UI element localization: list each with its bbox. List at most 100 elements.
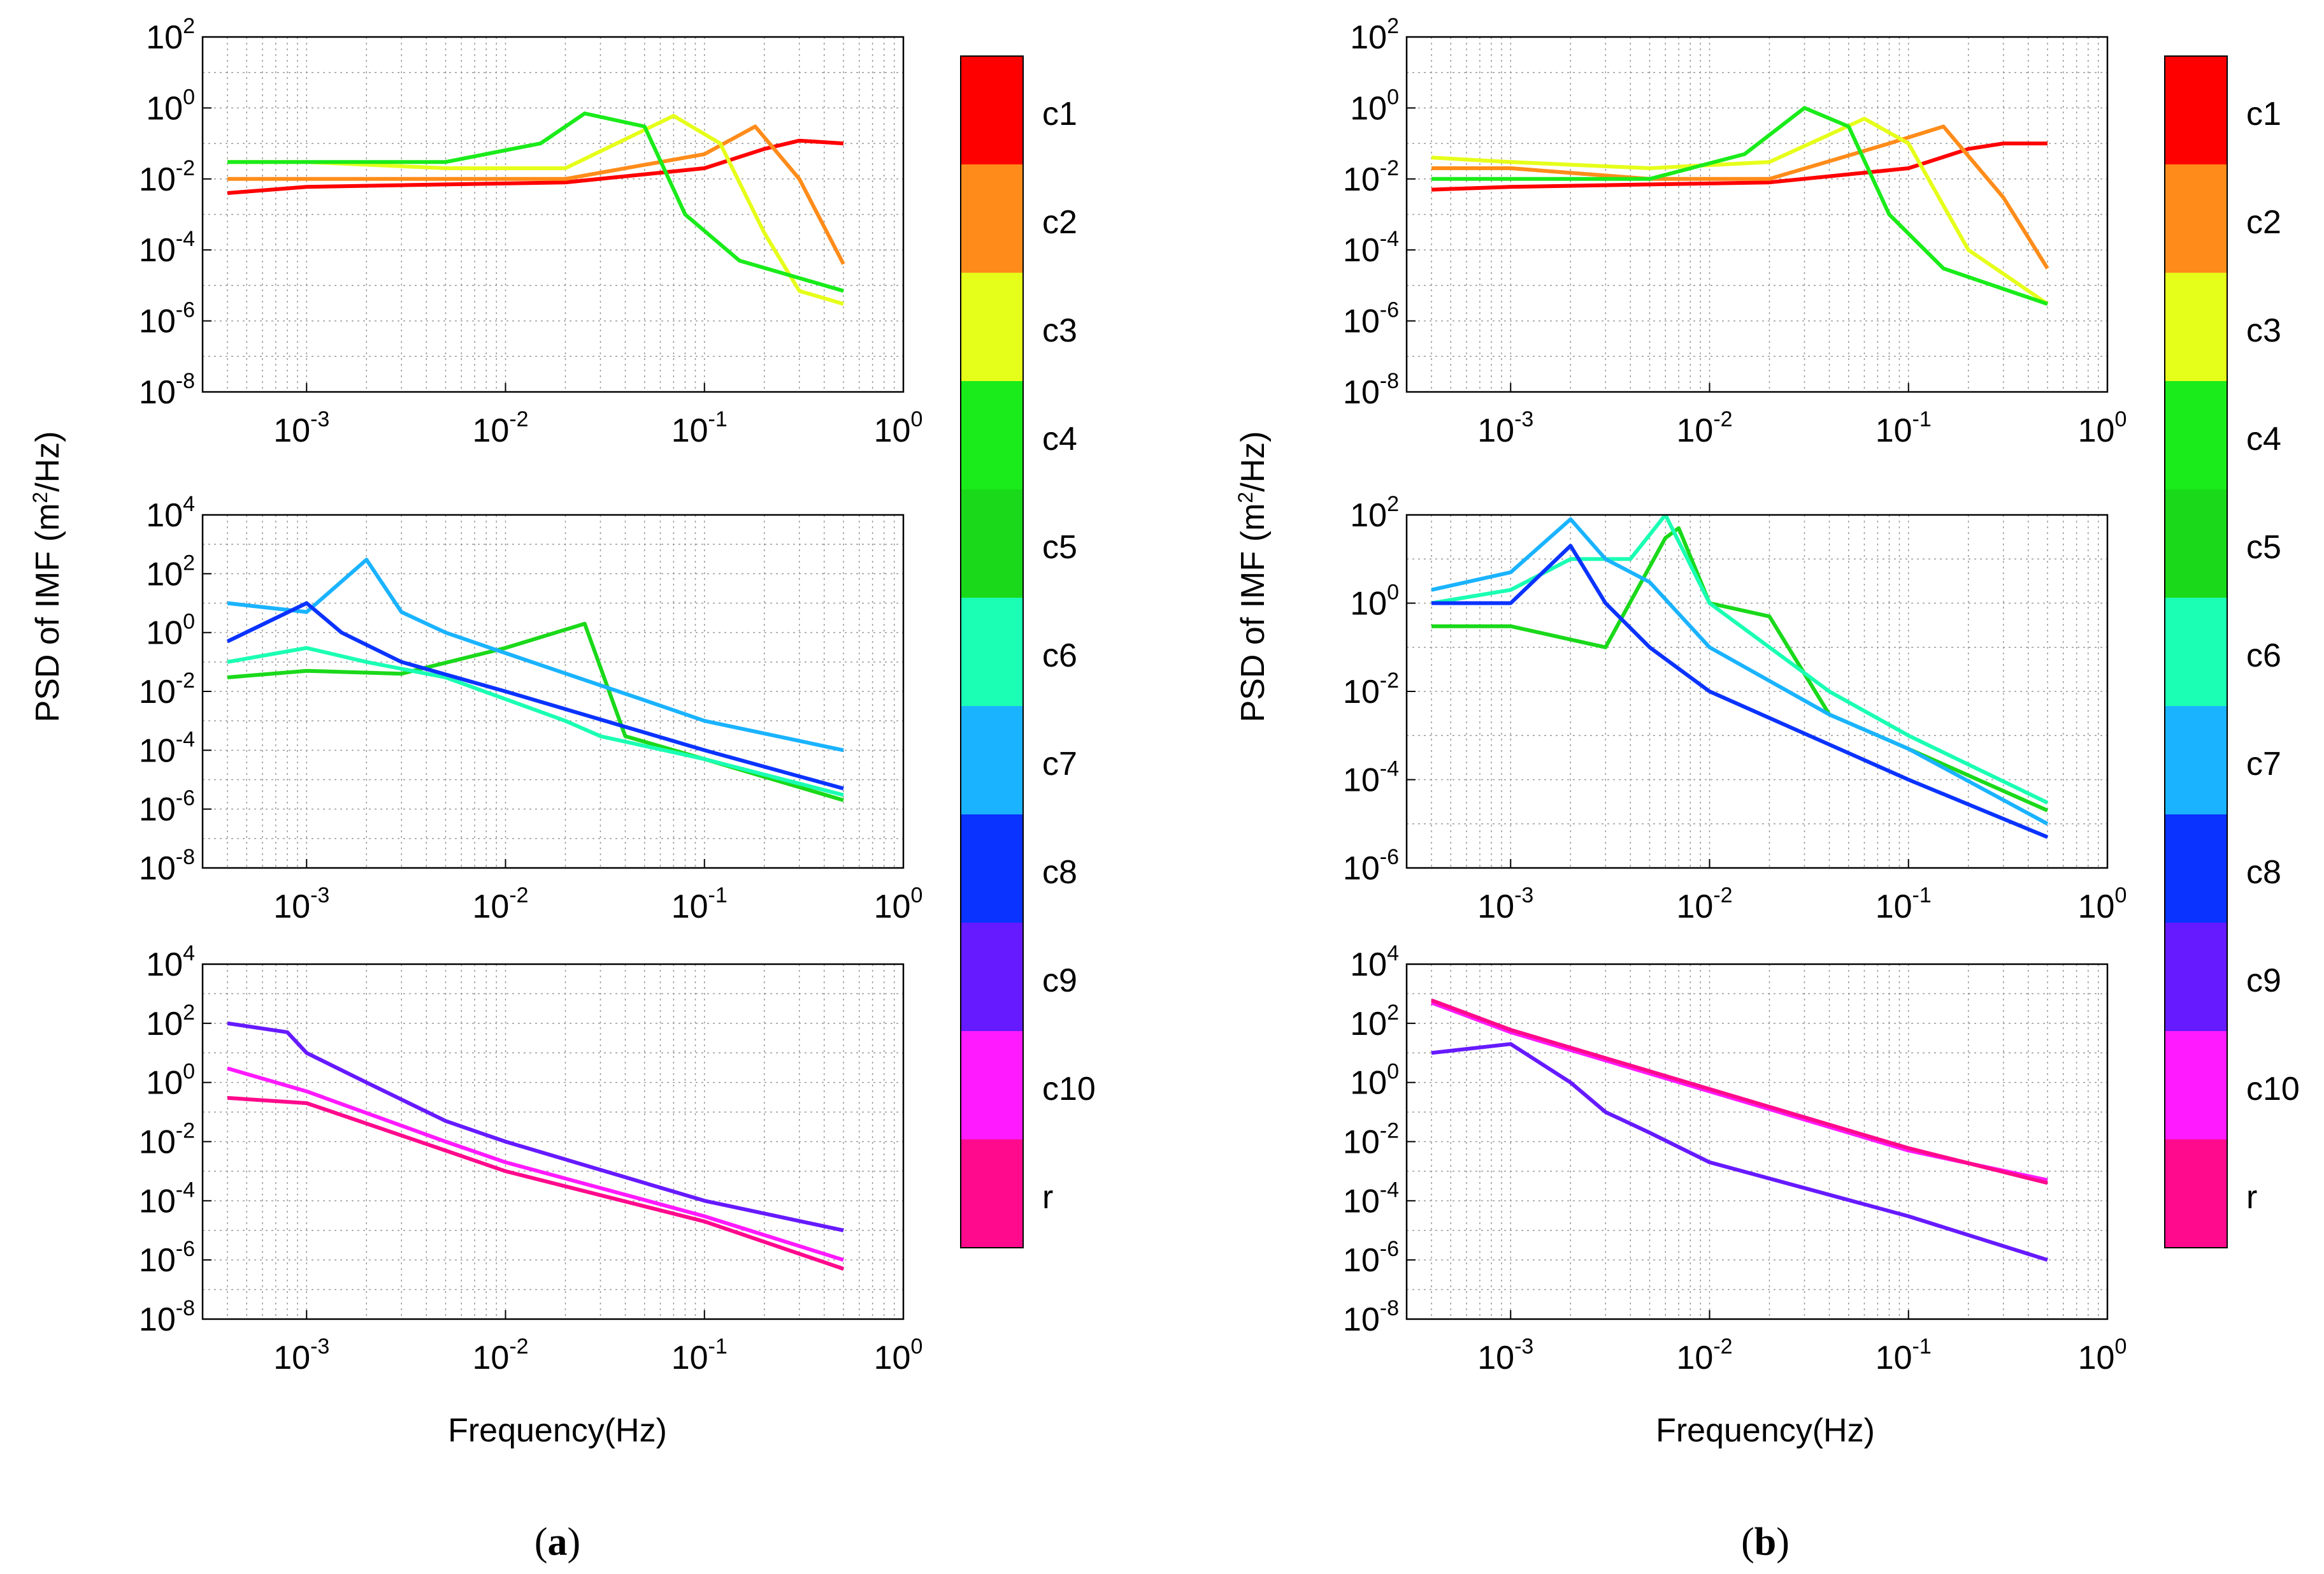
- y-tick-label: 10-6: [1343, 845, 1399, 887]
- x-tick-label: 10-2: [472, 407, 528, 449]
- y-tick-label: 10-4: [1343, 227, 1399, 269]
- x-tick-label: 10-2: [472, 1334, 528, 1376]
- plot-a-3: 10-3 10-2 10-1 100 10-8 10-6 10-4 10-2 100 102 104: [139, 941, 922, 1376]
- series-line-c2: [1431, 124, 2049, 270]
- y-tick-label: 10-2: [1343, 668, 1399, 711]
- y-tick-label: 10-4: [139, 727, 195, 769]
- colorbar-b: c1 c2 c3 c4 c5 c6 c7 c8 c9 c10 r: [2164, 55, 2300, 1248]
- y-tick-label: 100: [1350, 1060, 1399, 1102]
- colorbar-label: c6: [2246, 637, 2281, 674]
- plot-a-2: 10-3 10-2 10-1 100 10-8 10-6 10-4 10-2 100 102 104: [139, 492, 922, 925]
- series-line-c8: [226, 601, 844, 791]
- grid: [202, 36, 903, 393]
- series-line-c10: [227, 1066, 844, 1262]
- colorbar-label: c2: [1042, 204, 1077, 241]
- colorbar-segment: [2165, 489, 2227, 598]
- y-tick-label: 100: [1350, 85, 1399, 127]
- plot-panels: 10-3 10-2 10-1 100 10-8 10-6 10-4 10-2 100 102 10-…: [139, 14, 2127, 1376]
- series-group: [1431, 515, 2049, 839]
- colorbar-label: c10: [2246, 1071, 2300, 1108]
- series-line-c5: [1431, 526, 2049, 812]
- series-group: [1431, 106, 2049, 306]
- x-tick-label: 10-1: [671, 407, 728, 449]
- colorbar-segment: [961, 273, 1023, 381]
- colorbar-label: c9: [1042, 962, 1077, 999]
- y-tick-label: 10-2: [1343, 1119, 1399, 1161]
- colorbar-segment: [961, 1031, 1023, 1139]
- colorbar-segment: [2165, 164, 2227, 273]
- y-tick-label: 10-4: [1343, 1178, 1399, 1220]
- plot-b-3: 10-3 10-2 10-1 100 10-8 10-6 10-4 10-2 100 102 104: [1343, 941, 2127, 1376]
- y-tick-label: 10-8: [139, 369, 195, 411]
- colorbar-segment: [2165, 273, 2227, 381]
- y-tick-label: 10-6: [139, 1237, 195, 1279]
- axes-frame: [201, 36, 905, 393]
- y-tick-label: 102: [1350, 1000, 1399, 1043]
- y-tick-label: 10-6: [139, 298, 195, 340]
- y-tick-label: 102: [146, 551, 195, 593]
- colorbar-label: c2: [2246, 204, 2281, 241]
- y-tick-label: 102: [146, 1000, 195, 1043]
- series-group: [1430, 998, 2048, 1262]
- series-group: [226, 558, 844, 802]
- y-tick-label: 102: [1350, 14, 1399, 56]
- x-tick-label: 10-2: [1676, 1334, 1732, 1376]
- y-tick-label: 100: [146, 610, 195, 652]
- y-tick-label: 10-4: [139, 227, 195, 269]
- x-tick-label: 100: [874, 883, 923, 925]
- y-tick-label: 102: [146, 14, 195, 56]
- y-tick-label: 100: [1350, 581, 1399, 623]
- x-axis-label-b: Frequency(Hz): [1656, 1412, 1875, 1449]
- y-axis-label-b: PSD of IMF (m2/Hz): [1234, 431, 1272, 723]
- grid: [1406, 36, 2107, 393]
- x-tick-label: 10-1: [1876, 1334, 1932, 1376]
- x-tick-label: 10-3: [1477, 883, 1533, 925]
- colorbar-label: r: [1042, 1179, 1053, 1216]
- series-line-c8: [1431, 544, 2049, 839]
- colorbar-label: c9: [2246, 962, 2281, 999]
- x-tick-label: 100: [874, 1334, 923, 1376]
- colorbar-segment: [2165, 923, 2227, 1031]
- colorbar-segment: [961, 489, 1023, 598]
- colorbar-segment: [961, 381, 1023, 489]
- y-tick-label: 10-8: [139, 1296, 195, 1338]
- colorbar-segment: [2165, 706, 2227, 814]
- plot-b-1: 10-3 10-2 10-1 100 10-8 10-6 10-4 10-2 100 102: [1343, 14, 2127, 449]
- colorbar-segment: [961, 923, 1023, 1031]
- series-line-c1: [1431, 141, 2048, 192]
- colorbar-frame: [960, 55, 1024, 1248]
- panel-label-a: (a): [534, 1520, 580, 1564]
- colorbar-segment: [2165, 814, 2227, 923]
- y-axis-label-a: PSD of IMF (m2/Hz): [29, 431, 66, 723]
- series-line-r: [227, 1095, 844, 1271]
- grid: [1406, 514, 2107, 869]
- y-tick-label: 100: [146, 85, 195, 127]
- x-tick-label: 10-1: [1876, 407, 1932, 449]
- colorbar-segment: [2165, 598, 2227, 706]
- y-tick-label: 10-2: [1343, 156, 1399, 198]
- y-tick-label: 104: [146, 492, 195, 534]
- y-tick-label: 10-4: [139, 1178, 195, 1220]
- y-tick-label: 10-6: [1343, 1237, 1399, 1279]
- colorbar-label: c1: [1042, 96, 1077, 133]
- colorbar-segment: [961, 164, 1023, 273]
- y-tick-label: 10-4: [1343, 757, 1399, 799]
- panel-label-b: (b): [1741, 1520, 1790, 1564]
- colorbar-label: c3: [2246, 312, 2281, 349]
- series-line-r: [1430, 998, 2048, 1185]
- grid: [202, 514, 903, 869]
- colorbar-label: c1: [2246, 96, 2281, 133]
- x-tick-label: 10-3: [1477, 1334, 1533, 1376]
- series-line-c2: [227, 124, 845, 265]
- colorbar-label: c7: [2246, 746, 2281, 783]
- colorbar-label: c6: [1042, 637, 1077, 674]
- plot-a-1: 10-3 10-2 10-1 100 10-8 10-6 10-4 10-2 100 102: [139, 14, 922, 449]
- series-line-c7: [227, 558, 844, 753]
- axes-frame: [1405, 36, 2109, 393]
- y-tick-label: 104: [1350, 941, 1399, 983]
- plot-b-2: 10-3 10-2 10-1 100 10-6 10-4 10-2 100 102: [1343, 492, 2127, 925]
- colorbar-segment: [961, 814, 1023, 923]
- grid: [1406, 964, 2107, 1320]
- series-line-c3: [1431, 117, 2049, 306]
